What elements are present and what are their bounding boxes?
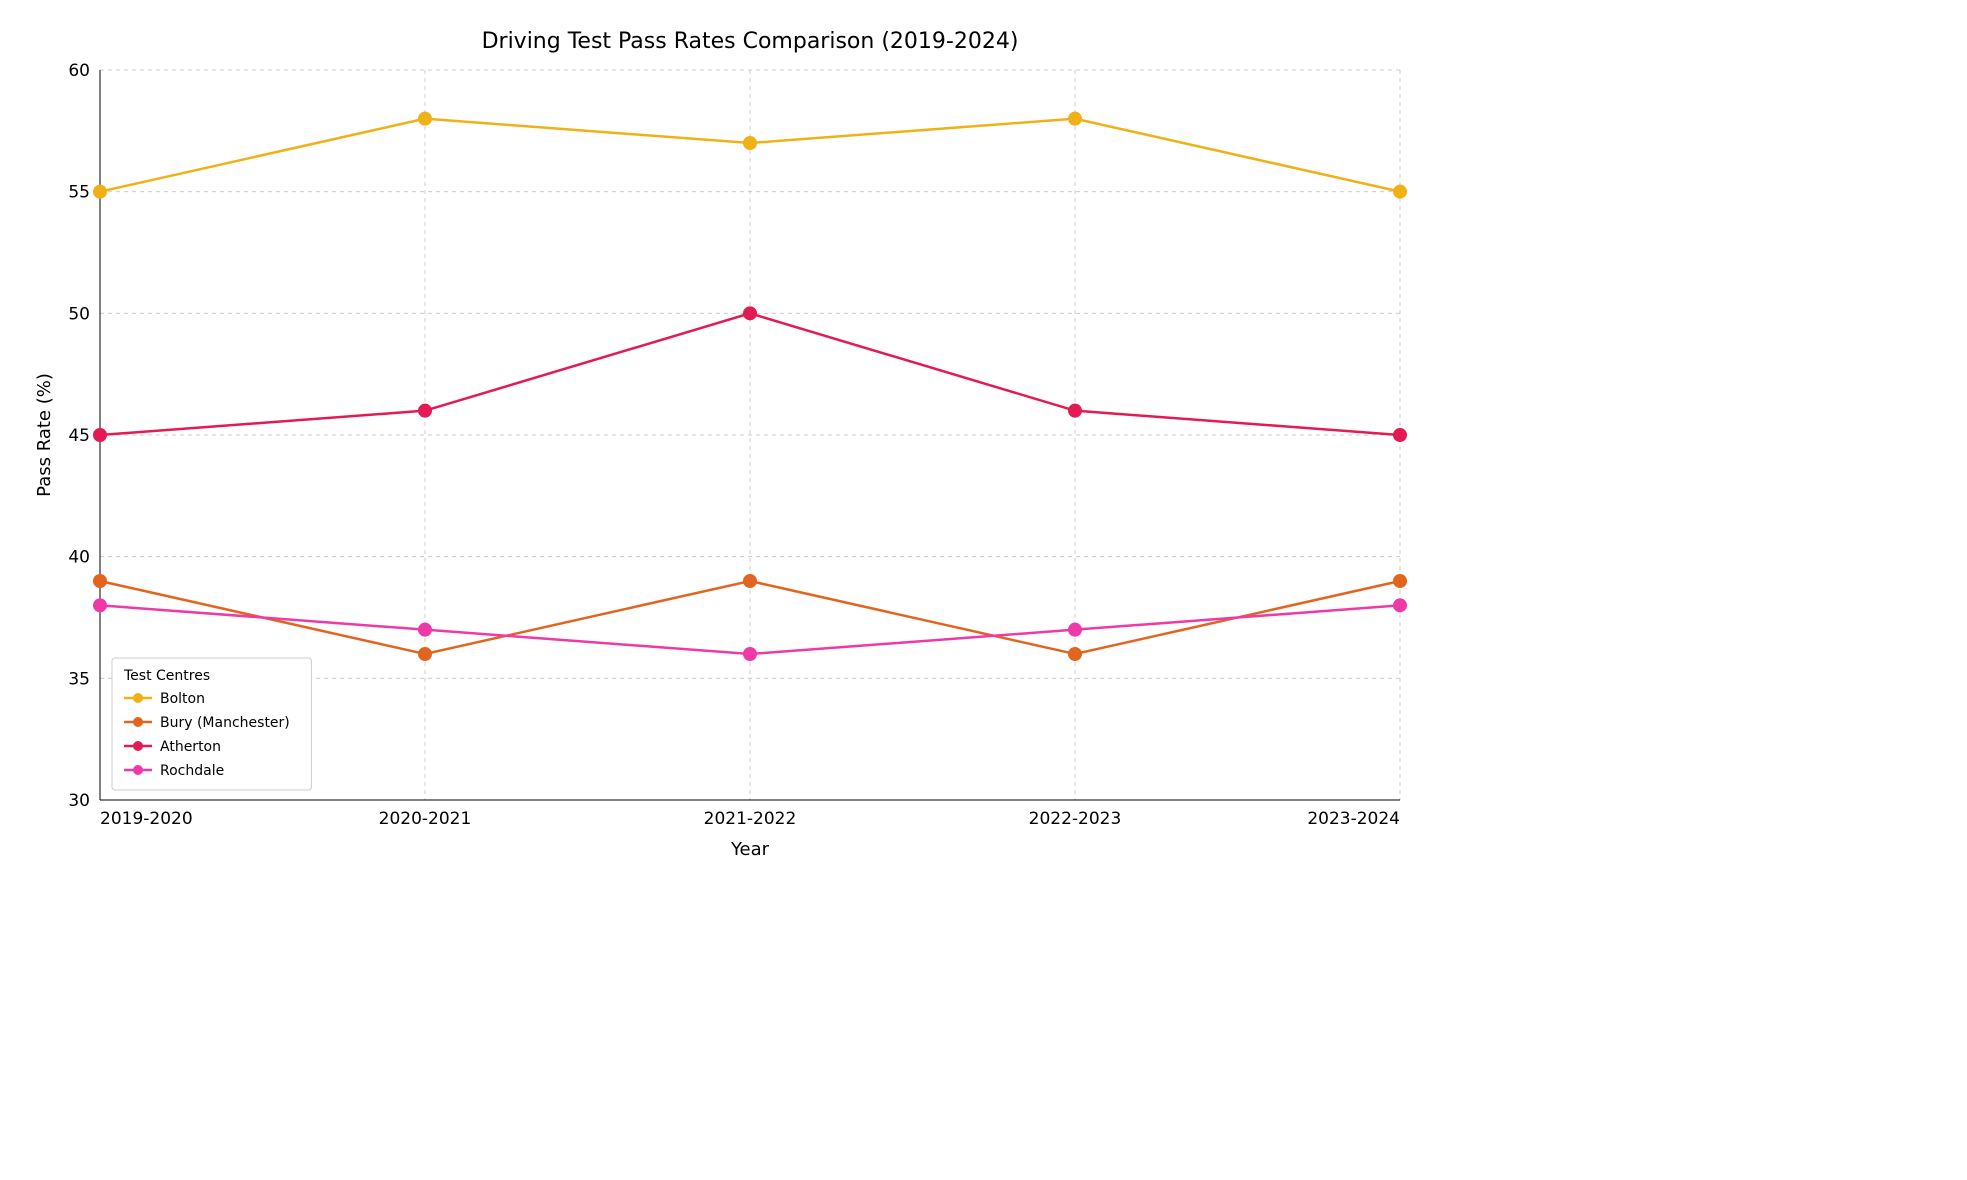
series-marker	[1069, 624, 1081, 636]
x-tick-label: 2021-2022	[704, 809, 797, 829]
series-marker	[1394, 429, 1406, 441]
legend-item-label: Bury (Manchester)	[160, 715, 290, 731]
y-tick-label: 60	[68, 61, 90, 81]
legend-item-label: Bolton	[160, 691, 205, 707]
series-marker	[419, 648, 431, 660]
line-chart: 30 35 40 45 50 55 60 2019-2020 2020-2021 2021-202…	[20, 20, 1440, 870]
y-tick-label: 30	[68, 791, 90, 811]
y-tick-label: 35	[68, 669, 90, 689]
series-marker	[1069, 113, 1081, 125]
y-tick-label: 50	[68, 304, 90, 324]
series-marker	[94, 429, 106, 441]
series-marker	[1394, 599, 1406, 611]
legend-swatch-marker	[133, 717, 143, 727]
series-marker	[744, 575, 756, 587]
x-tick-label: 2023-2024	[1307, 809, 1400, 829]
y-tick-label: 40	[68, 548, 90, 568]
series-marker	[1069, 405, 1081, 417]
legend-item-label: Atherton	[160, 739, 221, 755]
series-marker	[744, 137, 756, 149]
legend-swatch-marker	[133, 693, 143, 703]
y-tick-label: 55	[68, 183, 90, 203]
series-marker	[1394, 575, 1406, 587]
legend-swatch-marker	[133, 765, 143, 775]
y-axis-label: Pass Rate (%)	[34, 373, 55, 497]
series-marker	[1069, 648, 1081, 660]
x-axis-label: Year	[730, 839, 770, 860]
x-tick-label: 2020-2021	[379, 809, 472, 829]
series-marker	[94, 186, 106, 198]
x-tick-label: 2019-2020	[100, 809, 193, 829]
chart-container: 30 35 40 45 50 55 60 2019-2020 2020-2021 2021-202…	[20, 20, 1440, 870]
series-marker	[1394, 186, 1406, 198]
series-marker	[419, 624, 431, 636]
series-marker	[744, 648, 756, 660]
chart-title: Driving Test Pass Rates Comparison (2019…	[482, 29, 1019, 54]
legend-item-label: Rochdale	[160, 763, 224, 779]
legend: Test Centres Bolton Bury (Manchester) Ather…	[112, 658, 311, 790]
legend-swatch-marker	[133, 741, 143, 751]
series-marker	[419, 113, 431, 125]
legend-title: Test Centres	[123, 668, 210, 684]
x-tick-label: 2022-2023	[1029, 809, 1122, 829]
series-marker	[94, 599, 106, 611]
series-marker	[94, 575, 106, 587]
series-marker	[419, 405, 431, 417]
y-tick-label: 45	[68, 426, 90, 446]
series-marker	[744, 307, 756, 319]
